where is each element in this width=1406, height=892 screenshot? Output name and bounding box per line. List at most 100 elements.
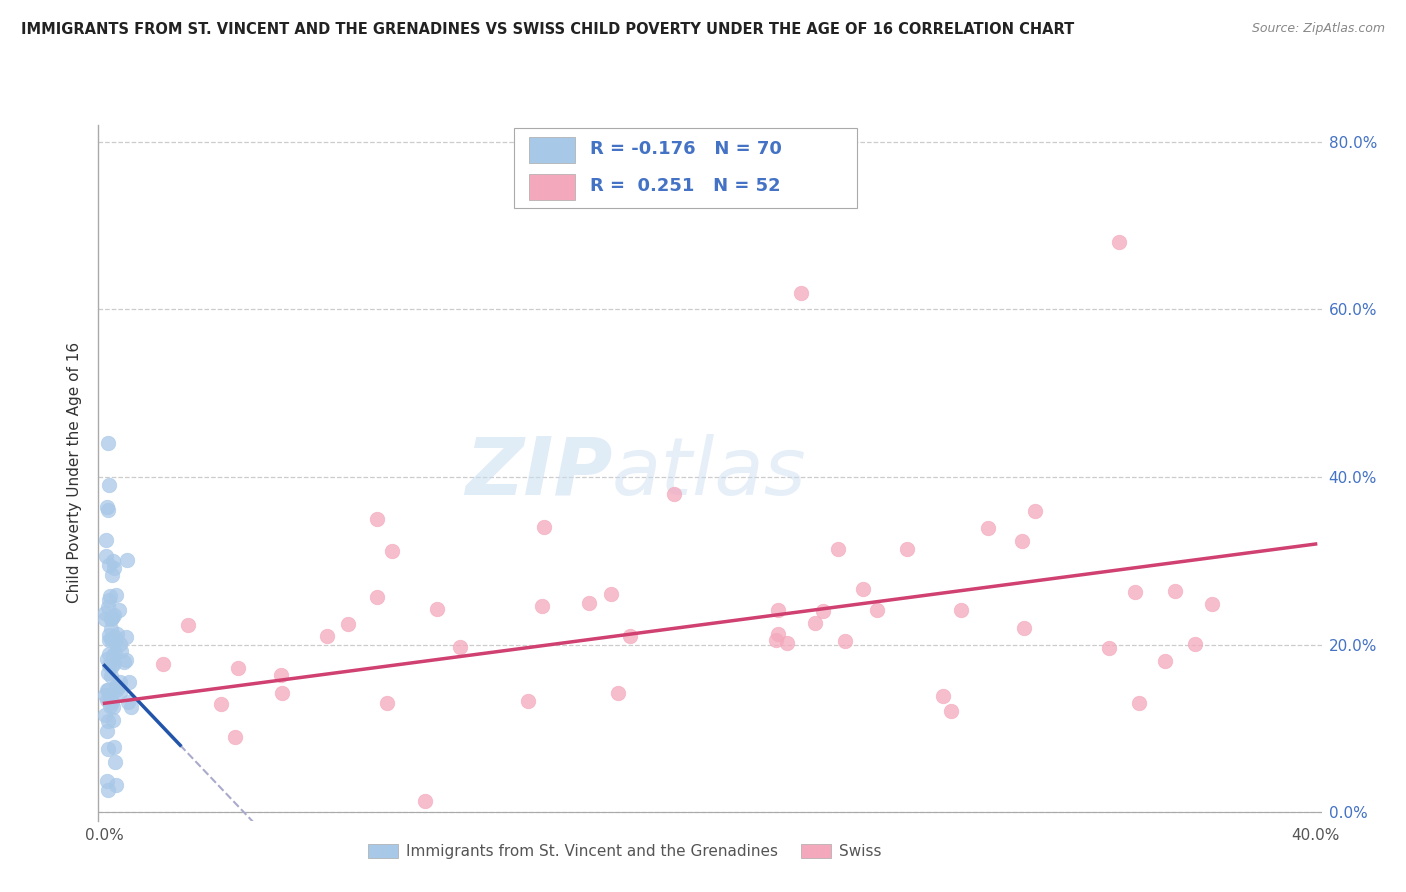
Point (103, 739, 125, 754)
Point (811, 604, 834, 618)
Point (96, 500, 118, 514)
Point (852, 582, 875, 596)
Point (108, 603, 131, 617)
Point (108, 685, 131, 699)
Point (96, 682, 118, 697)
Point (413, 794, 436, 808)
Point (104, 646, 127, 660)
Text: R =  0.251   N = 52: R = 0.251 N = 52 (591, 178, 780, 195)
Point (316, 629, 339, 643)
Point (94, 533, 117, 548)
Point (827, 541, 849, 556)
Point (152, 657, 174, 671)
Point (103, 608, 125, 623)
Point (224, 730, 246, 744)
Point (1098, 640, 1121, 655)
Point (97, 714, 120, 729)
Point (100, 668, 122, 682)
Text: Source: ZipAtlas.com: Source: ZipAtlas.com (1251, 22, 1385, 36)
Point (765, 632, 787, 647)
Point (896, 541, 918, 556)
Point (516, 694, 538, 708)
Bar (529, 174, 575, 200)
Point (104, 755, 127, 769)
Point (775, 635, 797, 649)
Point (110, 637, 132, 651)
Point (100, 695, 122, 709)
Legend: Immigrants from St. Vincent and the Grenadines, Swiss: Immigrants from St. Vincent and the Gren… (361, 838, 887, 865)
Point (108, 675, 131, 690)
Point (932, 689, 955, 703)
Point (366, 512, 388, 526)
Point (100, 623, 122, 637)
Point (619, 629, 641, 643)
Point (97, 783, 120, 797)
Point (209, 697, 232, 711)
Point (101, 713, 124, 727)
Point (97, 665, 120, 680)
Point (98, 593, 121, 607)
Point (790, 285, 813, 300)
Point (103, 656, 125, 670)
Point (1011, 533, 1033, 548)
Point (94, 606, 117, 620)
Point (94, 549, 117, 564)
Point (1154, 654, 1177, 668)
Point (104, 679, 127, 693)
Point (104, 683, 127, 698)
Point (104, 588, 127, 602)
Point (600, 587, 623, 601)
Text: R = -0.176   N = 70: R = -0.176 N = 70 (591, 140, 782, 158)
Text: atlas: atlas (612, 434, 807, 512)
Point (101, 611, 124, 625)
Point (1184, 637, 1206, 651)
Point (1108, 235, 1130, 250)
Point (115, 552, 138, 566)
Bar (529, 136, 575, 163)
Point (607, 686, 630, 700)
Point (865, 603, 887, 617)
Point (1201, 597, 1223, 611)
Point (104, 778, 127, 792)
Point (578, 596, 600, 610)
Point (177, 617, 200, 632)
Point (533, 520, 555, 534)
Point (1123, 585, 1146, 599)
Point (97, 742, 120, 756)
Point (98, 658, 121, 673)
Point (114, 630, 136, 644)
Point (976, 521, 998, 535)
Point (768, 627, 790, 641)
Point (381, 543, 404, 558)
Point (117, 695, 139, 709)
Point (98, 558, 121, 572)
Point (375, 696, 398, 710)
Point (96, 652, 118, 666)
Point (98, 589, 121, 603)
Point (96, 723, 118, 738)
Point (449, 640, 471, 654)
Point (98, 689, 121, 703)
Point (120, 700, 142, 714)
Point (96, 693, 118, 707)
Point (834, 633, 856, 648)
Point (107, 680, 129, 694)
Point (104, 630, 127, 644)
Point (1395, 386, 1406, 401)
Point (664, 487, 686, 501)
Point (94, 612, 117, 626)
Text: ZIP: ZIP (465, 434, 612, 512)
Text: IMMIGRANTS FROM ST. VINCENT AND THE GRENADINES VS SWISS CHILD POVERTY UNDER THE : IMMIGRANTS FROM ST. VINCENT AND THE GREN… (21, 22, 1074, 37)
Point (271, 686, 294, 700)
Point (118, 674, 141, 689)
Point (104, 633, 127, 648)
Point (766, 602, 789, 616)
Point (98, 628, 121, 642)
Point (100, 612, 122, 626)
Point (100, 632, 122, 646)
Point (1164, 584, 1187, 599)
Point (101, 610, 124, 624)
Point (97, 599, 120, 614)
Point (804, 616, 827, 631)
Point (103, 561, 125, 575)
